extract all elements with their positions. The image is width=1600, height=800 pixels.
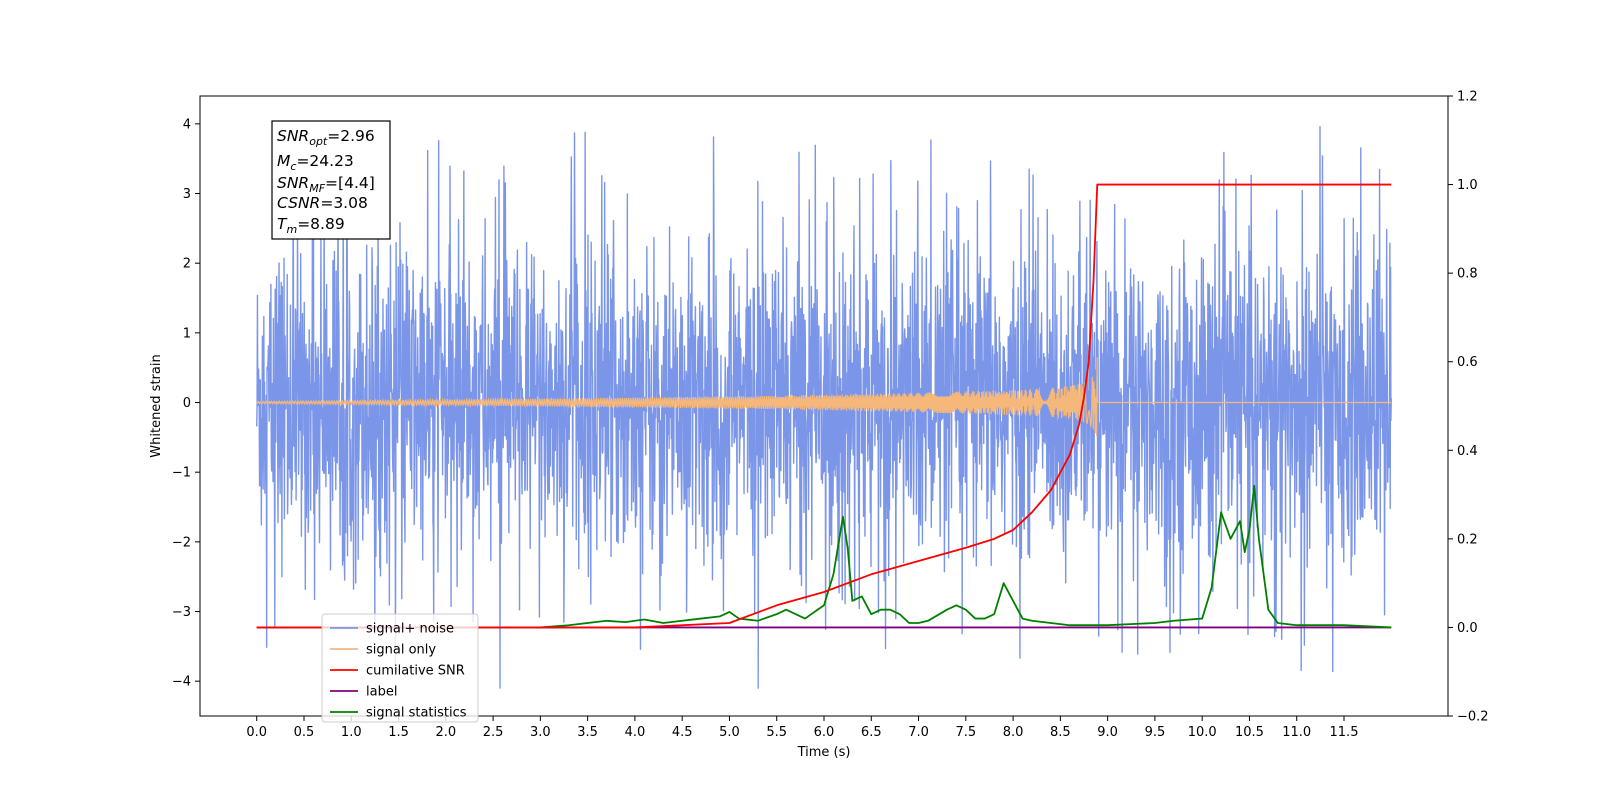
legend-frame — [321, 613, 479, 723]
x-tick-label: 10.5 — [1235, 725, 1264, 740]
series-signal-noise-line — [256, 125, 1392, 689]
annotation-snr-mf: SNRMF=[4.4] — [277, 174, 375, 195]
y-tick-label: 4 — [183, 117, 191, 132]
y-tick-label: −3 — [172, 605, 191, 620]
x-tick-label: 5.0 — [719, 725, 740, 740]
x-tick-label: 0.0 — [246, 725, 267, 740]
x-tick-label: 11.0 — [1282, 725, 1311, 740]
y-right-tick-label: 0.2 — [1457, 532, 1478, 547]
x-tick-label: 6.5 — [861, 725, 882, 740]
y-tick-label: 2 — [183, 257, 191, 272]
y-axis-label: Whitened strain — [149, 354, 164, 457]
y-right-tick-label: −0.2 — [1457, 710, 1489, 725]
legend-label: signal+ noise — [366, 622, 454, 637]
annotation-tm: Tm=8.89 — [277, 215, 345, 236]
series-signal-only-line — [256, 357, 1392, 437]
x-tick-label: 2.5 — [483, 725, 504, 740]
x-tick-label: 8.5 — [1050, 725, 1071, 740]
y-tick-label: 0 — [183, 396, 191, 411]
annotation-mc: Mc=24.23 — [277, 152, 354, 173]
x-tick-label: 0.5 — [294, 725, 315, 740]
x-tick-label: 8.0 — [1003, 725, 1024, 740]
x-tick-label: 1.0 — [341, 725, 362, 740]
y-tick-label: 1 — [183, 326, 191, 341]
y-right-tick-label: 1.0 — [1457, 178, 1478, 193]
x-tick-label: 9.0 — [1097, 725, 1118, 740]
x-tick-label: 5.5 — [766, 725, 787, 740]
x-tick-label: 7.5 — [955, 725, 976, 740]
annotation-csnr: CSNR=3.08 — [277, 194, 368, 212]
x-tick-label: 2.0 — [435, 725, 456, 740]
legend-label: label — [366, 685, 397, 700]
x-tick-label: 9.5 — [1145, 725, 1166, 740]
y-tick-label: −4 — [172, 675, 191, 690]
series-cumulative-snr-line — [256, 183, 1392, 629]
y-right-tick-label: 1.2 — [1457, 90, 1478, 105]
y-tick-label: 3 — [183, 187, 191, 202]
x-tick-label: 6.0 — [814, 725, 835, 740]
annotation-snr-opt: SNRopt=2.96 — [277, 127, 375, 148]
annotation-frame — [271, 120, 391, 240]
y-tick-label: −1 — [172, 466, 191, 481]
y-tick-label: −2 — [172, 535, 191, 550]
x-tick-label: 10.0 — [1188, 725, 1217, 740]
x-tick-label: 3.0 — [530, 725, 551, 740]
legend-label: signal statistics — [366, 706, 467, 721]
x-tick-label: 11.5 — [1330, 725, 1359, 740]
x-axis-label: Time (s) — [797, 745, 851, 760]
y-right-tick-label: 0.8 — [1457, 267, 1478, 282]
legend: signal+ noise signal only cumilative SNR la… — [321, 613, 479, 723]
x-tick-label: 7.0 — [908, 725, 929, 740]
x-tick-label: 4.0 — [625, 725, 646, 740]
legend-label: signal only — [366, 643, 436, 658]
x-tick-label: 3.5 — [577, 725, 598, 740]
y-right-tick-label: 0.0 — [1457, 621, 1478, 636]
legend-label: cumilative SNR — [366, 664, 465, 679]
annotation-box: SNRopt=2.96 Mc=24.23 SNRMF=[4.4] CSNR=3.… — [271, 120, 391, 240]
y-right-tick-label: 0.6 — [1457, 355, 1478, 370]
series-signal-statistics-line — [256, 484, 1392, 629]
y-right-tick-label: 0.4 — [1457, 444, 1478, 459]
x-tick-label: 4.5 — [672, 725, 693, 740]
x-tick-label: 1.5 — [388, 725, 409, 740]
